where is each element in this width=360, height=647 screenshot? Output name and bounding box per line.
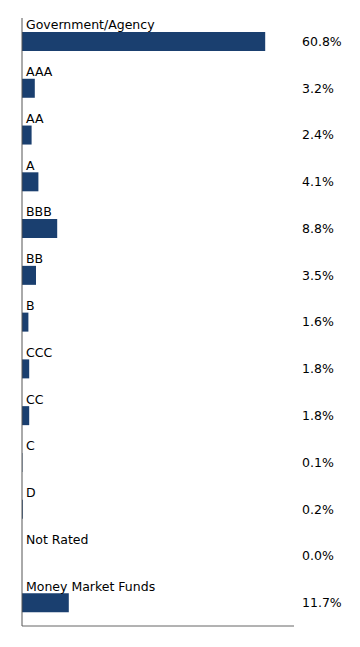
svg-text:4.1%: 4.1% <box>302 174 334 189</box>
svg-text:0.2%: 0.2% <box>302 502 334 517</box>
svg-text:BB: BB <box>26 251 43 266</box>
svg-text:BBB: BBB <box>26 204 52 219</box>
svg-text:Money Market Funds: Money Market Funds <box>26 579 155 594</box>
svg-text:Government/Agency: Government/Agency <box>26 17 155 32</box>
svg-text:1.8%: 1.8% <box>302 361 334 376</box>
svg-text:3.2%: 3.2% <box>302 81 334 96</box>
svg-text:CC: CC <box>26 392 44 407</box>
svg-text:A: A <box>26 158 35 173</box>
svg-text:Not Rated: Not Rated <box>26 532 88 547</box>
svg-text:1.8%: 1.8% <box>302 408 334 423</box>
svg-text:3.5%: 3.5% <box>302 268 334 283</box>
svg-text:11.7%: 11.7% <box>302 595 342 610</box>
svg-text:60.8%: 60.8% <box>302 34 342 49</box>
svg-text:C: C <box>26 438 35 453</box>
svg-text:CCC: CCC <box>26 345 52 360</box>
svg-text:D: D <box>26 485 36 500</box>
svg-text:AA: AA <box>26 111 44 126</box>
svg-text:B: B <box>26 298 35 313</box>
svg-text:2.4%: 2.4% <box>302 127 334 142</box>
svg-text:AAA: AAA <box>26 64 53 79</box>
svg-text:0.1%: 0.1% <box>302 455 334 470</box>
svg-text:8.8%: 8.8% <box>302 221 334 236</box>
svg-text:1.6%: 1.6% <box>302 314 334 329</box>
svg-text:0.0%: 0.0% <box>302 548 334 563</box>
